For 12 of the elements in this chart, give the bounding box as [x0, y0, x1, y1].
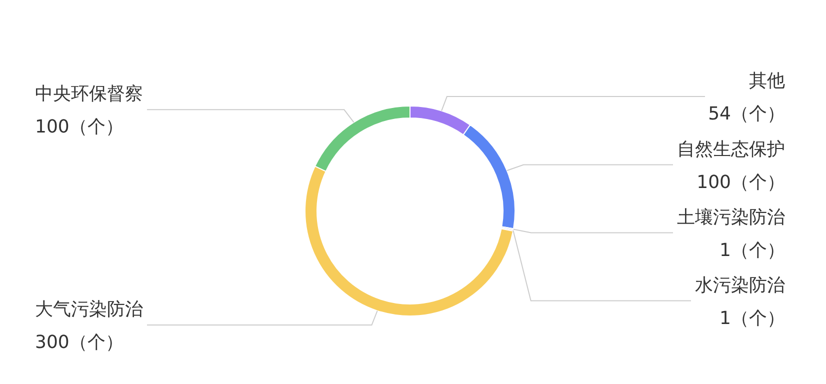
- slice-label: 土壤污染防治: [677, 206, 785, 228]
- data-label: 54（个）: [708, 104, 785, 125]
- slice-label: 大气污染防治: [35, 299, 143, 320]
- data-label: 100（个）: [696, 172, 785, 193]
- slice-label: 中央环保督察: [35, 84, 143, 105]
- slice-label: 其他: [749, 70, 785, 92]
- slice-label: 水污染防治: [695, 274, 785, 296]
- data-label: 300（个）: [35, 332, 124, 354]
- slice-label: 自然生态保护: [677, 138, 785, 160]
- data-label: 1（个）: [720, 308, 785, 329]
- data-label: 1（个）: [720, 240, 785, 261]
- data-label: 100（个）: [35, 116, 124, 138]
